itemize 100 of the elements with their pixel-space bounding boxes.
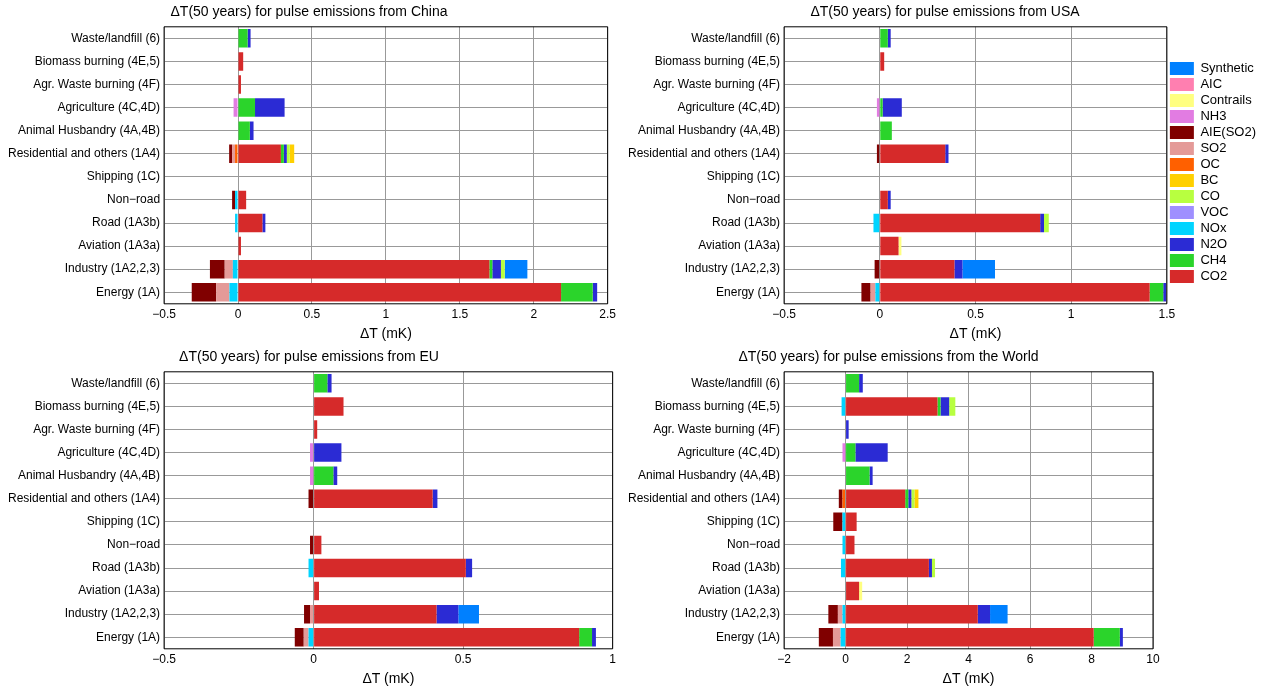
y-tick-label: Road (1A3b) (712, 560, 781, 575)
bar (846, 604, 978, 624)
y-tick-label: Animal Husbandry (4A,4B) (18, 122, 161, 137)
bar (846, 581, 860, 601)
x-tick-label: −0.5 (152, 307, 177, 322)
x-tick-label: 1.5 (1158, 307, 1176, 322)
bar (882, 98, 902, 117)
bar (238, 144, 281, 163)
y-tick-label: Non−road (727, 537, 781, 552)
bar (238, 213, 263, 233)
bar (209, 259, 225, 279)
bar (1093, 628, 1120, 647)
bar (859, 581, 863, 601)
y-tick-label: Industry (1A2,2,3) (64, 261, 161, 276)
bar (840, 558, 846, 578)
y-tick-label: Shipping (1C) (706, 514, 781, 529)
bar (314, 558, 466, 578)
legend-label: AIE(SO2) (1200, 124, 1256, 140)
bar (579, 628, 593, 647)
bar (314, 628, 580, 647)
chart-title: ΔT(50 years) for pulse emissions from the World (738, 348, 1039, 365)
y-tick-label: Non−road (727, 192, 781, 207)
y-tick-label: Residential and others (1A4) (627, 146, 781, 161)
y-tick-label: Agr. Waste burning (4F) (653, 421, 781, 436)
y-tick-label: Agriculture (4C,4D) (677, 99, 781, 114)
bar (238, 98, 256, 117)
bar (842, 535, 846, 555)
bar (492, 259, 501, 279)
bar (914, 489, 919, 508)
y-tick-label: Agriculture (4C,4D) (677, 444, 781, 459)
y-tick-label: Road (1A3b) (92, 560, 161, 575)
legend-label: VOC (1200, 204, 1229, 220)
bar (314, 397, 344, 416)
legend-label: CH4 (1200, 252, 1227, 268)
y-tick-label: Industry (1A2,2,3) (684, 606, 781, 621)
x-tick-label: 0.5 (303, 307, 321, 322)
legend-label: CO2 (1200, 268, 1228, 284)
bar (954, 259, 963, 279)
bar (977, 604, 991, 624)
bar (232, 259, 238, 279)
y-tick-label: Road (1A3b) (92, 215, 161, 230)
legend-label: NH3 (1200, 108, 1227, 124)
x-tick-label: 2 (903, 652, 911, 667)
y-tick-label: Shipping (1C) (86, 169, 161, 184)
y-tick-label: Shipping (1C) (86, 514, 161, 529)
legend-label: BC (1200, 172, 1219, 188)
bar (314, 604, 437, 624)
bar (235, 213, 238, 233)
bar (880, 213, 1041, 233)
y-tick-label: Biomass burning (4E,5) (654, 53, 781, 68)
y-tick-label: Shipping (1C) (706, 169, 781, 184)
bar (1044, 213, 1049, 233)
x-axis-title: ΔT (mK) (949, 325, 1002, 342)
bar (304, 604, 311, 624)
x-tick-label: 1.5 (451, 307, 469, 322)
bar (1149, 283, 1164, 302)
bar (990, 604, 1008, 624)
y-tick-label: Residential and others (1A4) (627, 491, 781, 506)
bar (818, 628, 833, 647)
bar (500, 259, 505, 279)
bar (846, 512, 857, 532)
bar (1040, 213, 1044, 233)
bar (846, 628, 1094, 647)
bar (880, 283, 1150, 302)
bar (294, 628, 304, 647)
x-tick-label: 1 (609, 652, 617, 667)
x-tick-label: 8 (1088, 652, 1096, 667)
y-tick-label: Industry (1A2,2,3) (684, 261, 781, 276)
bar (842, 489, 846, 508)
bar (846, 420, 849, 439)
y-tick-label: Waste/landfill (6) (71, 30, 161, 45)
bar (846, 466, 870, 485)
y-tick-label: Aviation (1A3a) (78, 583, 161, 598)
bar (880, 144, 946, 163)
y-tick-label: Aviation (1A3a) (698, 238, 781, 253)
y-tick-label: Non−road (107, 537, 161, 552)
x-tick-label: 4 (965, 652, 973, 667)
bar (262, 213, 266, 233)
bar (880, 52, 885, 71)
y-tick-label: Agr. Waste burning (4F) (33, 76, 161, 91)
bar (1163, 283, 1167, 302)
x-tick-label: −0.5 (152, 652, 177, 667)
legend-label: NOx (1200, 220, 1227, 236)
bar (238, 121, 250, 140)
bar (833, 512, 843, 532)
y-tick-label: Waste/landfill (6) (71, 375, 161, 390)
bar (504, 259, 528, 279)
y-tick-label: Biomass burning (4E,5) (34, 398, 161, 413)
legend-label: AIC (1200, 76, 1223, 92)
bar (310, 443, 314, 462)
bar (873, 213, 880, 233)
y-tick-label: Energy (1A) (716, 284, 781, 299)
bar (842, 604, 846, 624)
bar (937, 397, 941, 416)
bar (887, 190, 891, 210)
x-tick-label: −2 (777, 652, 792, 667)
bar (846, 535, 855, 555)
bar (887, 29, 891, 48)
legend-label: Contrails (1200, 92, 1253, 108)
bar (846, 443, 856, 462)
